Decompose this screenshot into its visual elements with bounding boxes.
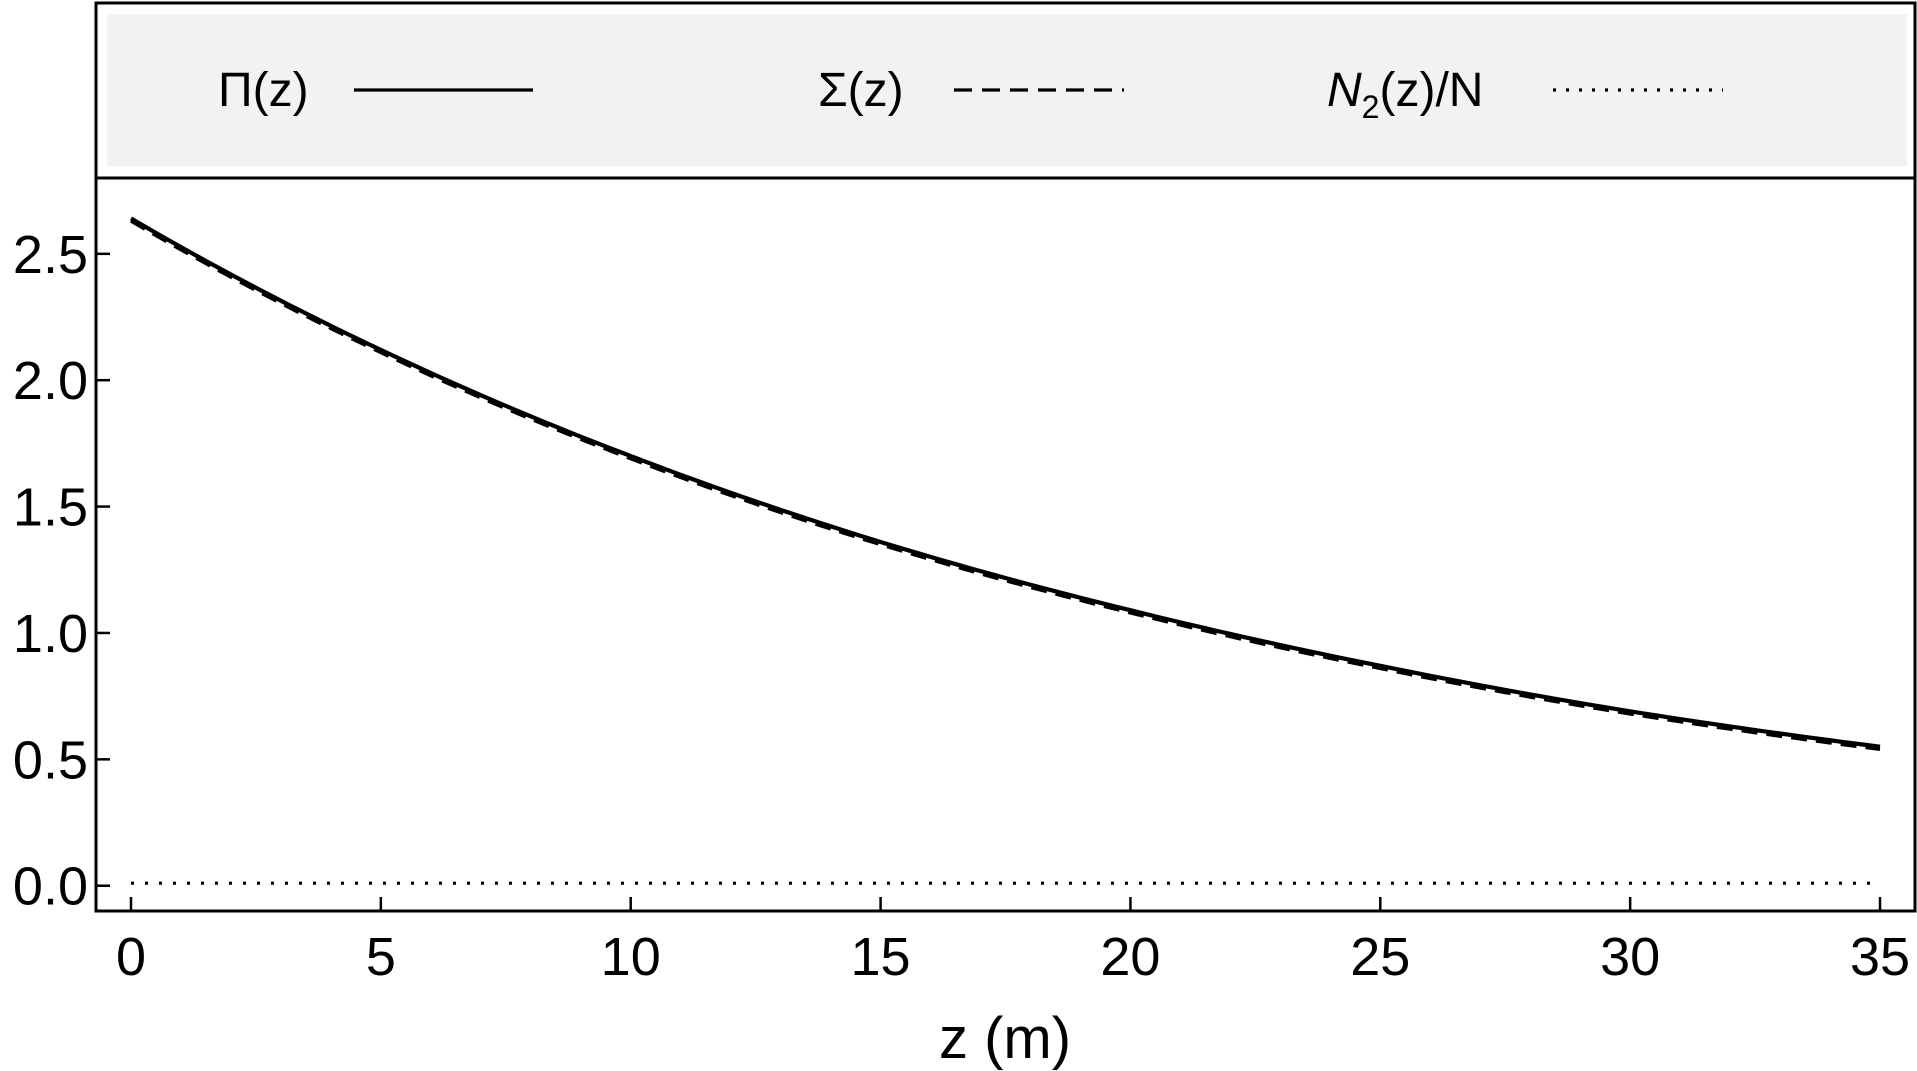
x-tick-label: 10 [601,927,661,987]
x-axis-label: z (m) [939,1006,1071,1071]
x-tick-label: 0 [116,927,146,987]
y-tick-label: 1.5 [13,478,88,538]
x-tick-label: 35 [1850,927,1910,987]
x-axis-ticks: 0 5 10 15 20 25 30 35 [116,897,1910,987]
legend-label-pi: Π(z) [218,64,309,117]
plot-frame [94,176,1917,913]
series-line-solid [129,216,1881,749]
series-line-dashed [130,219,1881,752]
x-tick-label: 20 [1100,927,1160,987]
y-axis-ticks: 0.0 0.5 1.0 1.5 2.0 2.5 [13,225,110,917]
series-group [129,216,1881,885]
x-tick-label: 5 [366,927,396,987]
y-tick-label: 2.0 [13,351,88,411]
y-tick-label: 2.5 [13,225,88,285]
y-tick-label: 0.5 [13,730,88,790]
y-tick-label: 0.0 [13,857,88,917]
legend: Π(z) Σ(z) N2(z)/N [94,1,1917,180]
legend-label-n2: N2(z)/N [1327,64,1483,125]
legend-label-sigma: Σ(z) [818,64,904,117]
x-tick-label: 15 [851,927,911,987]
y-tick-label: 1.0 [13,604,88,664]
x-tick-label: 30 [1600,927,1660,987]
x-tick-label: 25 [1350,927,1410,987]
